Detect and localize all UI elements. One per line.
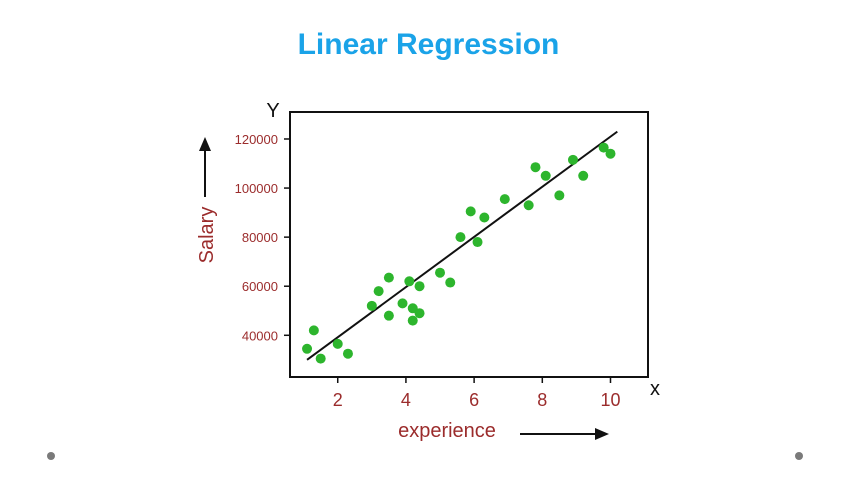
data-point (302, 343, 313, 354)
y-tick-label: 100000 (235, 181, 278, 196)
y-axis-letter: Y (266, 100, 279, 122)
x-axis-title: experience (398, 420, 496, 442)
data-point (472, 237, 483, 248)
data-point (404, 276, 415, 287)
y-axis-title: Salary (196, 207, 218, 264)
data-point (499, 194, 510, 205)
data-point (567, 154, 578, 165)
data-point (554, 190, 565, 201)
x-tick-label: 10 (600, 390, 620, 410)
data-point (342, 348, 353, 359)
x-tick-label: 2 (333, 390, 343, 410)
data-point (308, 325, 319, 336)
data-point (373, 286, 384, 297)
data-point (445, 277, 456, 288)
data-point (598, 142, 609, 153)
data-point (407, 315, 418, 326)
y-arrow-head (199, 137, 211, 151)
data-point (366, 300, 377, 311)
y-tick-label: 40000 (242, 328, 278, 343)
x-tick-label: 4 (401, 390, 411, 410)
x-arrow-head (595, 428, 609, 440)
data-point (414, 308, 425, 319)
data-point (397, 298, 408, 309)
y-tick-label: 120000 (235, 132, 278, 147)
data-point (383, 272, 394, 283)
chart-title: Linear Regression (297, 28, 560, 61)
data-point (332, 338, 343, 349)
x-tick-label: 6 (469, 390, 479, 410)
y-tick-label: 60000 (242, 279, 278, 294)
data-point (530, 162, 541, 173)
data-point (315, 353, 326, 364)
data-point (523, 200, 534, 211)
data-point (455, 232, 466, 243)
data-point (578, 170, 589, 181)
data-point (435, 267, 446, 278)
data-point (414, 281, 425, 292)
regression-line (306, 130, 618, 361)
data-point (465, 206, 476, 217)
left-dot-icon (47, 452, 55, 460)
x-tick-label: 8 (537, 390, 547, 410)
y-tick-label: 80000 (242, 230, 278, 245)
data-point (540, 170, 551, 181)
right-dot-icon (795, 452, 803, 460)
data-point (605, 148, 616, 159)
data-point (383, 310, 394, 321)
data-point (479, 212, 490, 223)
x-axis-letter: x (650, 378, 660, 400)
plot-frame (289, 111, 649, 378)
